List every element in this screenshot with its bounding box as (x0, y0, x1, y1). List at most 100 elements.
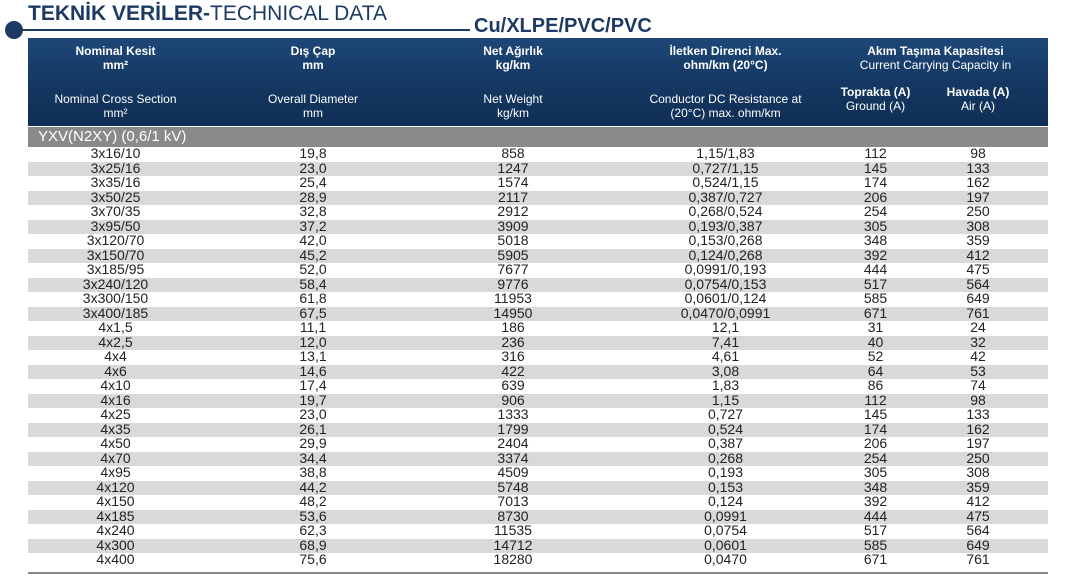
cell-cross-section: 4x120 (96, 478, 135, 495)
cell-ground: 517 (863, 275, 888, 292)
bullet-dot (5, 21, 23, 39)
cell-cross-section: 3x300/150 (82, 290, 149, 306)
cell-resistance: 0,0754 (704, 522, 747, 538)
cell-weight: 9776 (497, 275, 529, 292)
cell-resistance: 0,153/0,268 (688, 232, 763, 248)
cell-ground: 145 (863, 159, 888, 176)
cell-weight: 1799 (497, 420, 529, 437)
cell-cross-section: 4x95 (100, 464, 131, 480)
cell-cross-section: 4x35 (100, 420, 131, 437)
cable-type: Cu/XLPE/PVC/PVC (474, 15, 652, 37)
cell-diameter: 48,2 (299, 493, 327, 509)
cell-weight: 186 (501, 319, 525, 335)
cell-resistance: 0,193/0,387 (688, 217, 763, 234)
cell-ground: 348 (863, 478, 888, 495)
cell-resistance: 0,387 (707, 435, 744, 451)
table-row: 4x50 29,9 2404 0,387 206 197 (28, 435, 1048, 452)
cell-ground: 31 (867, 319, 884, 335)
cell-diameter: 61,8 (299, 290, 327, 306)
cell-ground: 40 (867, 333, 884, 350)
cell-cross-section: 4x6 (104, 362, 127, 379)
col-header-weight: Net Ağırlık kg/km Net Weight kg/km (408, 44, 618, 120)
table-row: 3x70/35 32,8 2912 0,268/0,524 254 250 (28, 203, 1048, 220)
cell-ground: 444 (863, 261, 888, 277)
capacity-title: Akım Taşıma Kapasitesi (867, 44, 1004, 58)
table-row: 4x1,5 11,1 186 12,1 31 24 (28, 319, 1048, 336)
cell-diameter: 37,2 (299, 217, 327, 234)
cell-resistance: 0,387/0,727 (688, 188, 763, 205)
cell-resistance: 0,0470 (704, 551, 747, 567)
table-bottom-rule (28, 572, 1048, 574)
col-header-tr: Net Ağırlık (483, 44, 543, 58)
table-header: Nominal Kesit mm² Nominal Cross Section m… (28, 38, 1048, 126)
cell-ground: 174 (863, 174, 888, 190)
col-header-tr-unit: kg/km (495, 58, 531, 72)
cell-cross-section: 4x4 (104, 348, 127, 364)
cell-diameter: 34,4 (299, 449, 327, 466)
cell-ground: 254 (863, 203, 888, 219)
cell-resistance: 0,0991/0,193 (684, 261, 767, 277)
cell-weight: 906 (501, 391, 525, 408)
cell-cross-section: 3x120/70 (86, 232, 145, 248)
cell-diameter: 11,1 (299, 319, 327, 335)
cell-resistance: 3,08 (711, 362, 740, 379)
col-header-resistance: İletken Direnci Max. ohm/km (20°C) Condu… (618, 44, 833, 120)
cell-ground: 392 (863, 246, 888, 263)
col-header-en: Net Weight kg/km (483, 92, 543, 120)
cell-resistance: 0,0470/0,0991 (680, 304, 771, 321)
cell-air: 308 (966, 217, 990, 234)
cell-ground: 206 (863, 188, 888, 205)
cell-ground: 517 (863, 522, 888, 538)
table-row: 4x240 62,3 11535 0,0754 517 564 (28, 522, 1048, 539)
cell-cross-section: 3x185/95 (86, 261, 145, 277)
table-row: 3x50/25 28,9 2117 0,387/0,727 206 197 (28, 188, 1048, 205)
cell-air: 564 (966, 275, 990, 292)
cell-air: 475 (966, 507, 990, 524)
cell-diameter: 45,2 (299, 246, 327, 263)
cell-ground: 206 (863, 435, 888, 451)
cell-air: 42 (970, 348, 986, 364)
cell-resistance: 0,727/1,15 (692, 159, 759, 176)
cell-air: 761 (966, 551, 990, 567)
table-row: 3x300/150 61,8 11953 0,0601/0,124 585 649 (28, 290, 1048, 307)
cell-diameter: 17,4 (299, 377, 327, 393)
cell-air: 412 (966, 493, 990, 509)
col-header-tr: Nominal Kesit (75, 44, 156, 58)
cell-cross-section: 4x240 (96, 522, 135, 538)
cell-air: 649 (966, 536, 990, 553)
cell-ground: 585 (863, 536, 888, 553)
cell-cross-section: 3x35/16 (90, 174, 141, 190)
cell-weight: 858 (501, 145, 525, 161)
cell-ground: 585 (863, 290, 888, 306)
cell-air: 250 (966, 449, 990, 466)
cell-resistance: 0,268/0,524 (688, 203, 763, 219)
cell-cross-section: 3x25/16 (90, 159, 141, 176)
page-title: TEKNİK VERİLER-TECHNICAL DATA (28, 2, 387, 26)
cell-weight: 3909 (497, 217, 529, 234)
cell-diameter: 38,8 (299, 464, 327, 480)
cell-cross-section: 3x240/120 (82, 275, 149, 292)
cell-resistance: 12,1 (711, 319, 740, 335)
table-row: 4x4 13,1 316 4,61 52 42 (28, 348, 1048, 365)
cell-ground: 112 (864, 391, 887, 408)
cell-air: 475 (966, 261, 990, 277)
cell-cross-section: 3x150/70 (86, 246, 145, 263)
table-row: 3x25/16 23,0 1247 0,727/1,15 145 133 (28, 159, 1048, 176)
col-header-capacity: Akım Taşıma Kapasitesi Current Carrying … (833, 44, 1038, 72)
cell-air: 53 (970, 362, 986, 379)
cell-ground: 174 (863, 420, 888, 437)
col-header-tr-unit: mm² (102, 58, 129, 72)
cell-cross-section: 4x2,5 (98, 333, 133, 350)
cell-resistance: 0,124 (707, 493, 744, 509)
cell-air: 412 (966, 246, 990, 263)
col-header-tr-unit: ohm/km (20°C) (683, 58, 768, 72)
cell-weight: 18280 (493, 551, 533, 567)
table-row: 4x70 34,4 3374 0,268 254 250 (28, 449, 1048, 466)
cell-weight: 14950 (493, 304, 533, 321)
cell-weight: 422 (501, 362, 525, 379)
cell-diameter: 62,3 (299, 522, 327, 538)
cell-diameter: 44,2 (299, 478, 327, 495)
table-row: 4x400 75,6 18280 0,0470 671 761 (28, 551, 1048, 568)
cell-ground: 444 (863, 507, 888, 524)
cell-weight: 2912 (497, 203, 529, 219)
